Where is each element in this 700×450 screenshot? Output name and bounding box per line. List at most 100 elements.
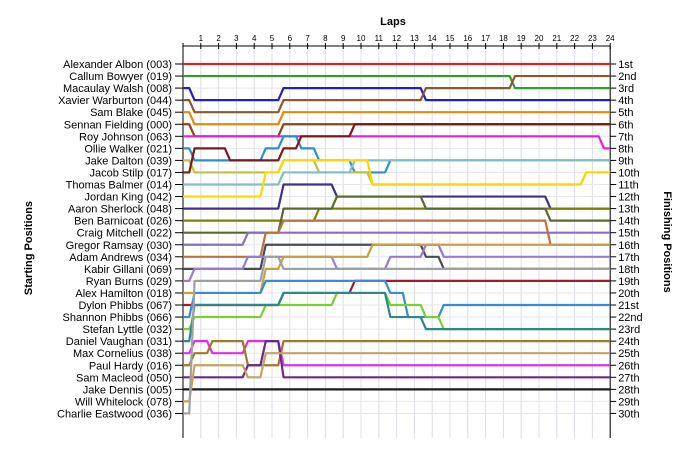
finishing-position-label: 26th: [618, 360, 639, 372]
driver-label: Roy Johnson (063): [79, 131, 172, 143]
lap-tick-labels: 1 2 3 4 5 6 7 8 9 10 11 12 13 14 15 16 17 18 19 20 21 22 23 24: [199, 34, 616, 43]
finishing-position-label: 14th: [618, 216, 639, 228]
driver-label: Callum Bowyer (019): [69, 71, 172, 83]
finishing-position-label: 24th: [618, 336, 639, 348]
finishing-position-label: 19th: [618, 276, 639, 288]
driver-series-line: [183, 340, 611, 367]
lap-tick-label: 7: [305, 34, 310, 43]
finishing-position-label: 5th: [618, 107, 633, 119]
driver-label: Shannon Phibbs (066): [63, 312, 172, 324]
finishing-position-label: 20th: [618, 288, 639, 300]
finishing-position-label: 1st: [618, 59, 633, 71]
lap-tick-label: 17: [481, 34, 490, 43]
lap-tick-label: 9: [341, 34, 346, 43]
finishing-position-label: 3rd: [618, 83, 634, 95]
driver-label: Will Whitelock (078): [75, 396, 172, 408]
driver-series-line: [183, 340, 611, 367]
driver-series-line: [183, 231, 611, 246]
finishing-position-label: 6th: [618, 119, 633, 131]
driver-series-line: [183, 123, 611, 174]
driver-label: Daniel Vaughan (031): [66, 336, 172, 348]
lap-tick-label: 5: [270, 34, 275, 43]
driver-series-line: [183, 159, 611, 198]
finishing-position-label: 30th: [618, 408, 639, 420]
finishing-position-label: 15th: [618, 228, 639, 240]
driver-label: Max Cornelius (038): [73, 348, 172, 360]
driver-series-line: [183, 279, 611, 319]
lap-tick-label: 21: [552, 34, 561, 43]
finishing-position-label: 27th: [618, 372, 639, 384]
driver-label: Kabir Gillani (069): [84, 264, 172, 276]
driver-label: Ryan Burns (029): [86, 276, 172, 288]
lap-tick-label: 19: [517, 34, 526, 43]
driver-series-line: [183, 255, 611, 415]
driver-label: Dylon Phibbs (067): [78, 300, 172, 312]
driver-label: Sam Blake (045): [90, 107, 172, 119]
driver-series-line: [183, 340, 611, 379]
finishing-position-label: 16th: [618, 240, 639, 252]
lap-tick-label: 14: [428, 34, 437, 43]
driver-label: Xavier Warburton (044): [58, 95, 172, 107]
driver-label: Thomas Balmer (014): [66, 180, 172, 192]
driver-label: Jake Dalton (039): [85, 155, 172, 167]
lap-tick-label: 23: [588, 34, 597, 43]
lap-tick-label: 22: [570, 34, 579, 43]
driver-series-line: [183, 135, 611, 150]
lap-tick-label: 24: [606, 34, 615, 43]
lap-tick-label: 16: [463, 34, 472, 43]
plot-area: [183, 58, 608, 438]
driver-label: Ben Barnicoat (026): [74, 216, 172, 228]
finishing-position-label: 12th: [618, 192, 639, 204]
finishing-position-label: 22nd: [618, 312, 642, 324]
finishing-position-label: 18th: [618, 264, 639, 276]
driver-label: Sam Macleod (050): [76, 372, 172, 384]
starting-position-labels: Alexander Albon (003)Callum Bowyer (019)…: [57, 59, 183, 420]
lap-tick-label: 10: [357, 34, 366, 43]
lap-tick-label: 15: [446, 34, 455, 43]
finishing-position-label: 2nd: [618, 71, 636, 83]
finishing-position-label: 21st: [618, 300, 639, 312]
driver-label: Alexander Albon (003): [63, 59, 172, 71]
driver-label: Gregor Ramsay (030): [66, 240, 172, 252]
driver-series-line: [183, 352, 611, 403]
driver-label: Jake Dennis (005): [83, 384, 172, 396]
lap-tick-label: 2: [216, 34, 221, 43]
finishing-position-label: 9th: [618, 155, 633, 167]
driver-series-line: [183, 291, 611, 343]
driver-label: Stefan Lyttle (032): [83, 324, 172, 336]
lap-tick-label: 1: [199, 34, 204, 43]
finishing-position-label: 4th: [618, 95, 633, 107]
driver-label: Jacob Stilp (017): [89, 167, 172, 179]
lap-tick-label: 6: [288, 34, 293, 43]
finishing-position-label: 8th: [618, 143, 633, 155]
finishing-position-label: 10th: [618, 167, 639, 179]
left-axis-title: Starting Positions: [23, 201, 35, 295]
driver-series-line: [183, 87, 611, 102]
finishing-position-label: 25th: [618, 348, 639, 360]
driver-label: Craig Mitchell (022): [77, 228, 172, 240]
finishing-position-label: 23rd: [618, 324, 640, 336]
finishing-position-label: 7th: [618, 131, 633, 143]
finishing-position-label: 13th: [618, 204, 639, 216]
driver-label: Charlie Eastwood (036): [57, 408, 172, 420]
lap-tick-label: 3: [234, 34, 239, 43]
finishing-position-label: 29th: [618, 396, 639, 408]
driver-series-line: [183, 74, 611, 90]
finishing-position-labels: 1st2nd3rd4th5th6th7th8th9th10th11th12th1…: [610, 59, 643, 420]
lap-tick-label: 18: [499, 34, 508, 43]
x-axis-title: Laps: [380, 16, 406, 28]
lap-tick-label: 13: [410, 34, 419, 43]
driver-label: Macaulay Walsh (008): [63, 83, 172, 95]
lap-tick-label: 8: [323, 34, 328, 43]
finishing-position-label: 17th: [618, 252, 639, 264]
driver-series-line: [183, 111, 611, 126]
driver-label: Sennan Fielding (000): [64, 119, 172, 131]
driver-label: Alex Hamilton (018): [75, 288, 172, 300]
lap-tick-label: 11: [375, 34, 384, 43]
series-lines: [183, 62, 611, 415]
finishing-position-label: 11th: [618, 180, 639, 192]
driver-label: Adam Andrews (034): [69, 252, 172, 264]
driver-series-line: [183, 74, 611, 114]
